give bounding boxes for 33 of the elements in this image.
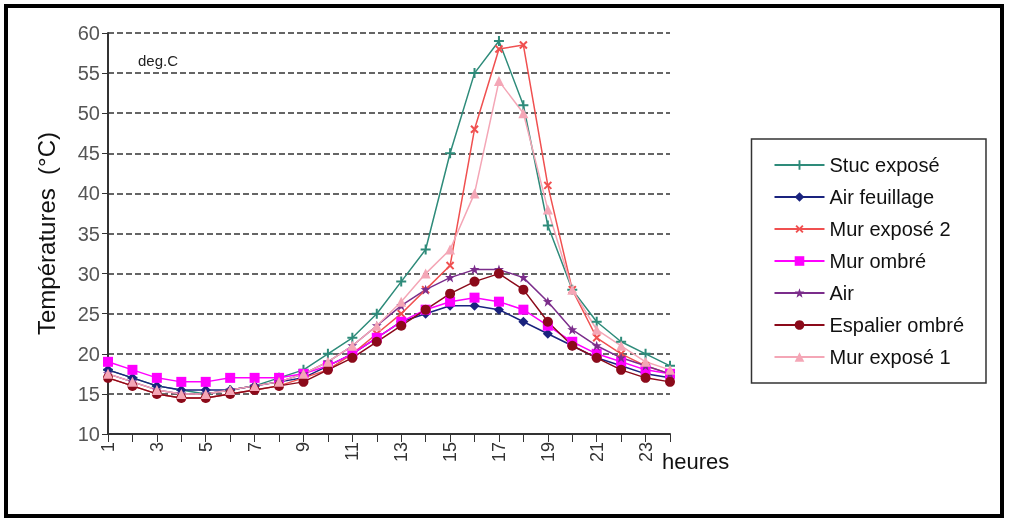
- legend-label: Air: [829, 282, 855, 304]
- y-tick-label: 55: [77, 62, 100, 85]
- annotation: deg.C: [138, 52, 179, 69]
- legend-label: Mur ombré: [829, 250, 927, 272]
- x-tick-label: 9: [293, 442, 314, 453]
- y-tick-label: 25: [77, 302, 100, 325]
- x-tick-label: 23: [635, 442, 656, 463]
- y-tick-label: 45: [77, 142, 100, 165]
- legend-label: Stuc exposé: [829, 154, 940, 176]
- y-tick-label: 20: [77, 342, 100, 365]
- y-tick-label: 15: [77, 382, 100, 405]
- y-tick-label: 60: [77, 22, 100, 44]
- legend-label: Mur exposé 2: [829, 218, 951, 240]
- x-tick-label: 17: [488, 442, 509, 463]
- x-tick-label: 7: [244, 442, 265, 453]
- y-tick-label: 10: [77, 423, 100, 445]
- x-tick-label: 5: [195, 442, 216, 453]
- x-tick-label: 11: [342, 442, 363, 461]
- y-tick-label: 35: [77, 222, 100, 245]
- x-tick-label: 21: [586, 442, 607, 463]
- y-axis-title: Températures (°C): [32, 132, 60, 335]
- x-tick-label: 3: [146, 442, 167, 453]
- y-tick-label: 30: [77, 262, 100, 285]
- legend-label: Air feuillage: [829, 186, 935, 208]
- y-tick-label: 50: [77, 102, 100, 125]
- x-tick-label: 19: [537, 442, 558, 463]
- y-tick-label: 40: [77, 182, 100, 205]
- x-tick-label: 13: [391, 442, 412, 463]
- legend-label: Espalier ombré: [829, 314, 965, 336]
- legend-label: Mur exposé 1: [829, 346, 951, 368]
- x-tick-label: 1: [98, 442, 118, 453]
- x-tick-label: 15: [440, 442, 461, 463]
- x-axis-title: heures: [662, 448, 730, 474]
